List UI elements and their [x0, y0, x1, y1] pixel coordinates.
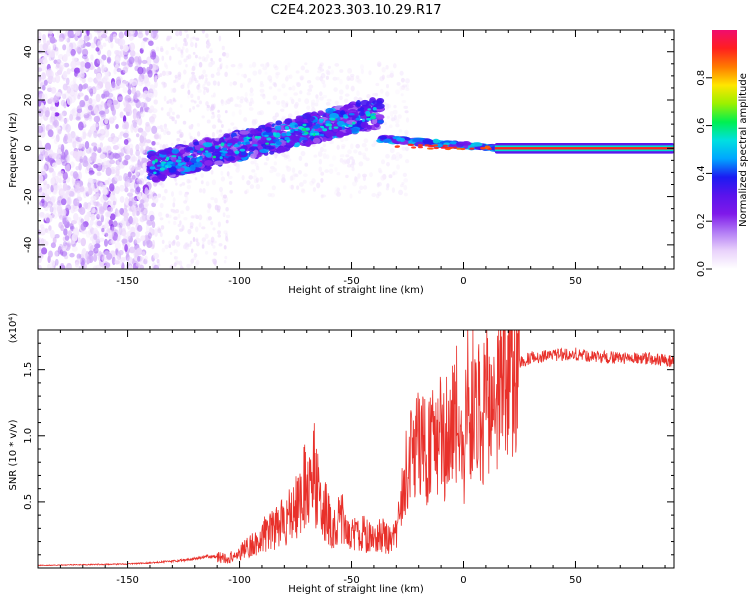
spectrogram-ticks: -150 -100 -50 0 50 -40 -20 0 20 40	[23, 30, 674, 287]
colorbar-tick-label: 0.8	[696, 70, 707, 86]
snr-xtick-label: -150	[116, 575, 139, 586]
snr-xtick-label: 50	[569, 575, 582, 586]
spectrogram-xtick-label: -100	[228, 276, 251, 287]
snr-ytick-label: 0.5	[23, 494, 34, 510]
spectrogram-xtick-label: 50	[569, 276, 582, 287]
snr-xtick-label: -100	[228, 575, 251, 586]
colorbar-tick-label: 0.2	[696, 213, 707, 229]
colorbar-tick-label: 0.6	[696, 118, 707, 134]
snr-xtick-label: 0	[460, 575, 466, 586]
spectrogram-xtick-label: 0	[460, 276, 466, 287]
snr-ytick-label: 1.5	[23, 362, 34, 378]
colorbar: 0.0 0.2 0.4 0.6 0.8 Normalized spectral ampl…	[696, 30, 749, 277]
colorbar-tick-label: 0.0	[696, 261, 707, 277]
snr-xtick-label: -50	[343, 575, 359, 586]
snr-scale-note: (x10⁴)	[8, 313, 19, 344]
spectrogram-xtick-label: -50	[343, 276, 359, 287]
figure-title: C2E4.2023.303.10.29.R17	[270, 3, 441, 18]
snr-ticks: -150 -100 -50 0 50 0.5 1.0 1.5	[23, 330, 674, 586]
snr-ylabel: SNR (10 * v/v)	[8, 419, 19, 490]
spectrogram-ytick-label: 0	[23, 145, 34, 151]
spectrogram-ytick-label: 40	[23, 45, 34, 58]
spectrogram-panel: -150 -100 -50 0 50 -40 -20 0 20 40 Height of stra…	[8, 29, 675, 296]
snr-xlabel: Height of straight line (km)	[288, 584, 424, 595]
colorbar-label: Normalized spectral amplitude	[738, 73, 749, 227]
snr-panel: -150 -100 -50 0 50 0.5 1.0 1.5 Height of straig…	[8, 313, 675, 595]
colorbar-tick-label: 0.4	[696, 165, 707, 181]
spectrogram-ytick-label: -20	[23, 188, 34, 204]
spectrogram-xlabel: Height of straight line (km)	[288, 285, 424, 296]
spectrogram-heatmap	[38, 30, 674, 269]
spectrogram-ytick-label: -40	[23, 237, 34, 253]
spectrogram-frame	[37, 29, 675, 270]
colorbar-ticks: 0.0 0.2 0.4 0.6 0.8	[696, 70, 712, 277]
snr-frame	[37, 329, 675, 569]
spectrogram-xtick-label: -150	[116, 276, 139, 287]
snr-series-line	[38, 330, 674, 567]
snr-ytick-label: 1.0	[23, 428, 34, 444]
colorbar-gradient	[712, 30, 737, 269]
spectrogram-ylabel: Frequency (Hz)	[8, 112, 19, 188]
spectrogram-ytick-label: 20	[23, 94, 34, 107]
